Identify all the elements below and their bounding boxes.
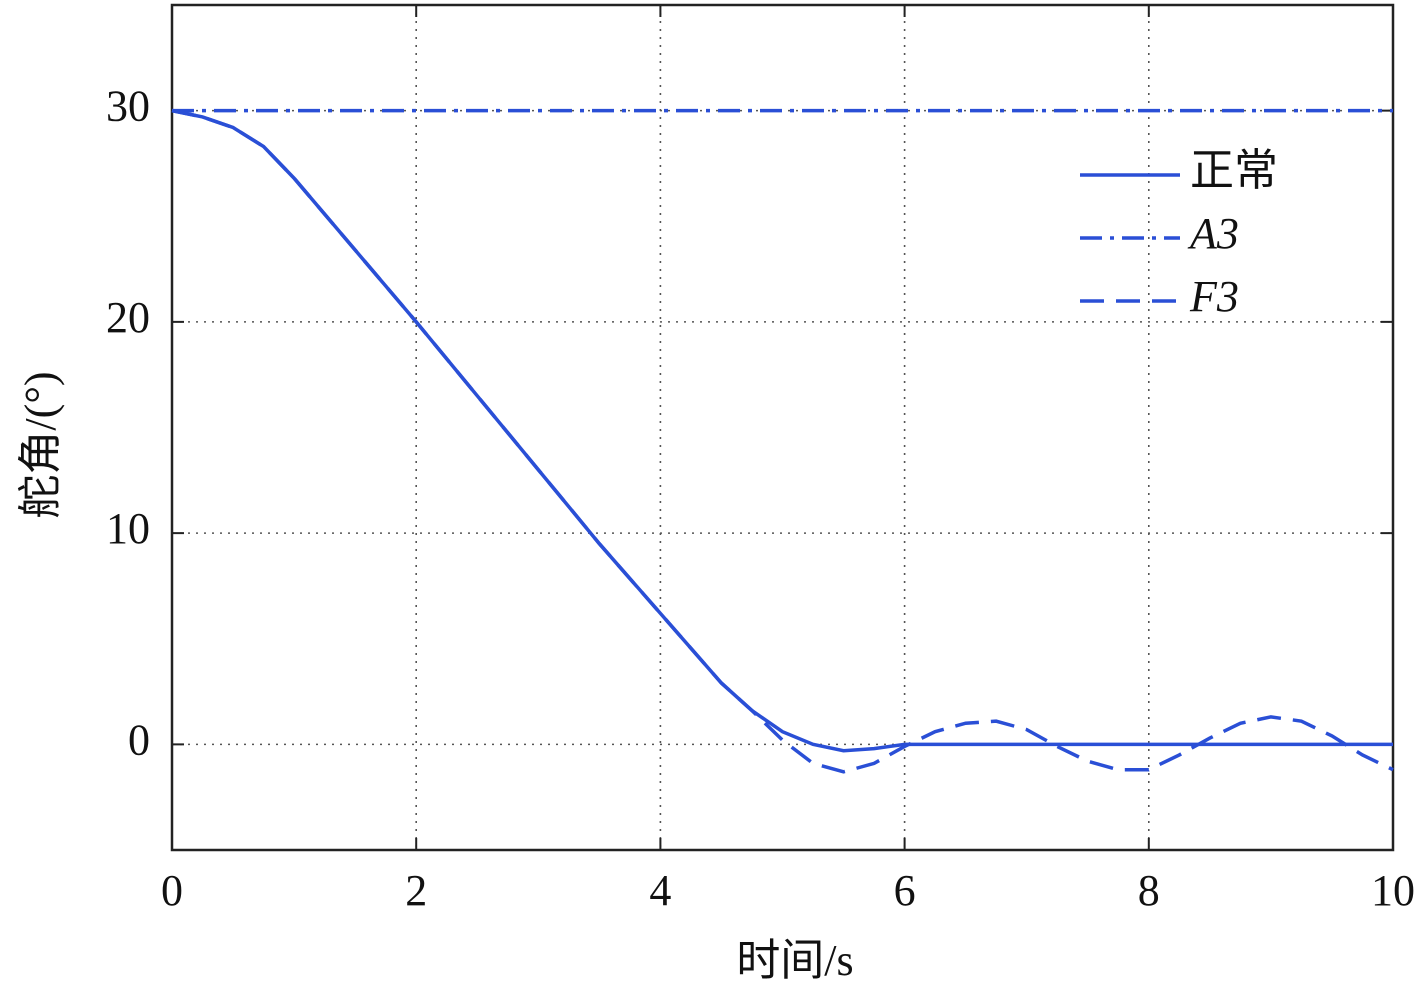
- series-line: [171, 108, 1393, 753]
- x-tick-label: 4: [649, 866, 671, 915]
- y-tick-label: 0: [128, 715, 150, 764]
- legend-label: 正常: [1190, 146, 1278, 195]
- plot-frame: [170, 3, 1395, 852]
- x-tick-label: 0: [161, 866, 183, 915]
- y-axis-label: 舵角/(°): [16, 371, 65, 518]
- y-tick-label: 10: [106, 504, 150, 553]
- legend-label: F3: [1189, 272, 1239, 321]
- x-tick-label: 10: [1371, 866, 1415, 915]
- x-tick-label: 6: [894, 866, 916, 915]
- legend-label: A3: [1187, 209, 1239, 258]
- x-tick-label: 2: [405, 866, 427, 915]
- y-tick-label: 20: [106, 293, 150, 342]
- y-tick-label: 30: [106, 82, 150, 131]
- x-axis-label: 时间/s: [736, 936, 853, 985]
- x-tick-label: 8: [1138, 866, 1160, 915]
- series-line: [171, 108, 1394, 774]
